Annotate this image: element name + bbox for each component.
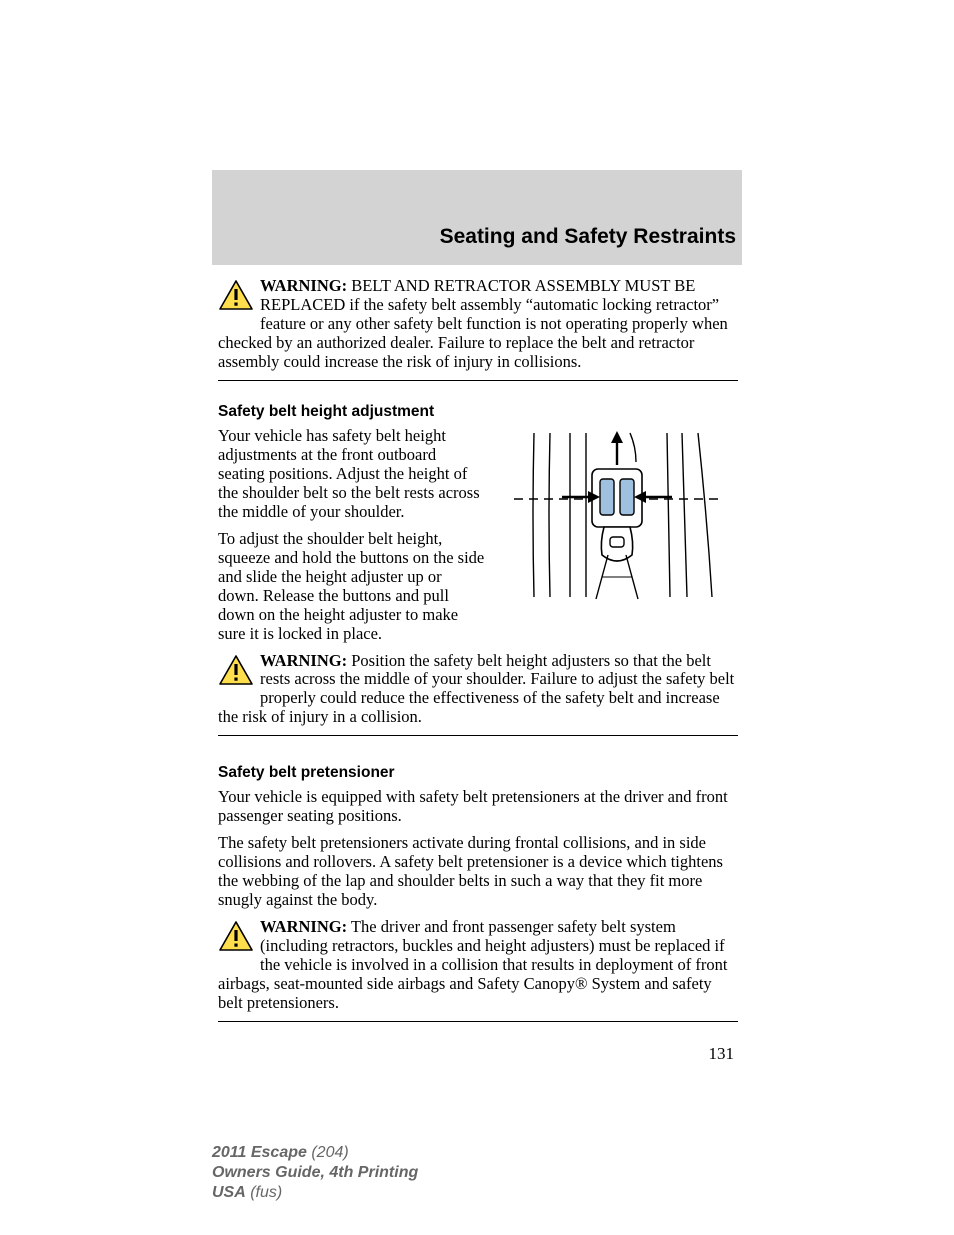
warning-text-3: WARNING: The driver and front passenger …: [218, 918, 738, 1013]
warning-block-2: WARNING: Position the safety belt height…: [218, 652, 738, 737]
footer-region: USA: [212, 1184, 246, 1201]
warning-text-1: WARNING: BELT AND RETRACTOR ASSEMBLY MUS…: [218, 277, 738, 372]
page-content: Seating and Safety Restraints WARNING: B…: [218, 225, 738, 1064]
warning-label: WARNING:: [260, 917, 347, 936]
paragraph: Your vehicle has safety belt height adju…: [218, 427, 486, 522]
warning-icon: [218, 654, 254, 691]
paragraph: The safety belt pretensioners activate d…: [218, 834, 738, 910]
vehicle-model: 2011 Escape: [212, 1144, 307, 1161]
page-title: Seating and Safety Restraints: [218, 225, 738, 249]
footer-suffix: (fus): [246, 1184, 282, 1201]
footer-line-3: USA (fus): [212, 1183, 732, 1203]
warning-text-2: WARNING: Position the safety belt height…: [218, 652, 738, 728]
height-adjustment-diagram: [496, 427, 738, 602]
height-adjustment-row: Your vehicle has safety belt height adju…: [218, 427, 738, 652]
warning-icon: [218, 279, 254, 316]
warning-label: WARNING:: [260, 276, 347, 295]
belt-adjuster-diagram: [512, 427, 722, 602]
footer: 2011 Escape (204) Owners Guide, 4th Prin…: [212, 1143, 732, 1203]
height-adjustment-text: Your vehicle has safety belt height adju…: [218, 427, 486, 652]
footer-line-1: 2011 Escape (204): [212, 1143, 732, 1163]
warning-block-3: WARNING: The driver and front passenger …: [218, 918, 738, 1022]
warning-icon: [218, 920, 254, 957]
paragraph: Your vehicle is equipped with safety bel…: [218, 788, 738, 826]
footer-code: (204): [307, 1144, 349, 1161]
page-number: 131: [218, 1044, 738, 1064]
footer-line-2: Owners Guide, 4th Printing: [212, 1163, 732, 1183]
paragraph: To adjust the shoulder belt height, sque…: [218, 530, 486, 644]
warning-label: WARNING:: [260, 651, 347, 670]
warning-block-1: WARNING: BELT AND RETRACTOR ASSEMBLY MUS…: [218, 277, 738, 381]
subheading-height-adjustment: Safety belt height adjustment: [218, 403, 738, 421]
subheading-pretensioner: Safety belt pretensioner: [218, 764, 738, 782]
